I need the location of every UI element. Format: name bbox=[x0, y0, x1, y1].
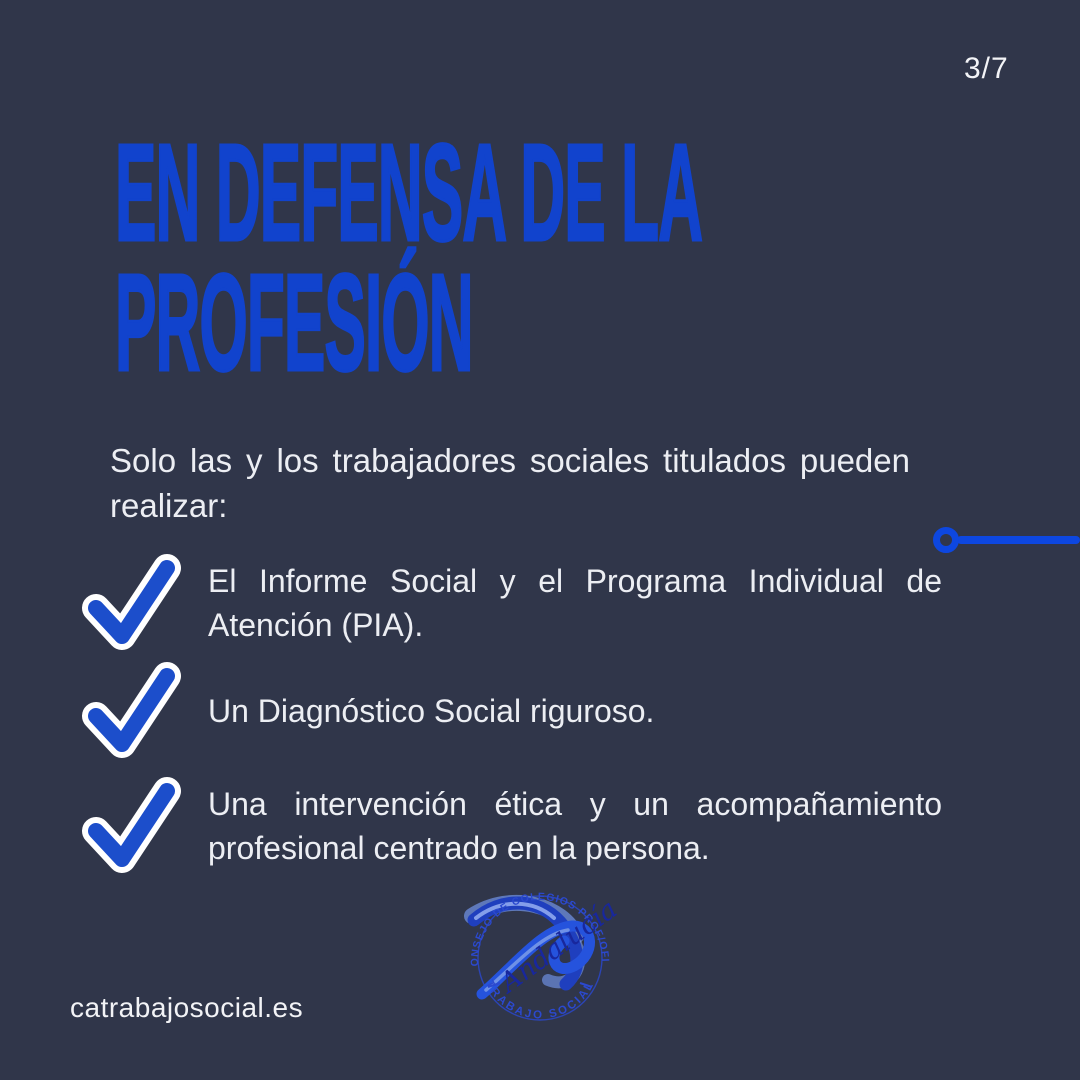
logo-arc-bottom-text: TRABAJO SOCIAL bbox=[483, 979, 595, 1022]
list-item-text: Una intervención ética y un acompañamien… bbox=[208, 786, 942, 866]
page-title-line-2: PROFESIÓN bbox=[114, 246, 474, 400]
logo-arc-dash bbox=[579, 982, 593, 988]
check-icon bbox=[82, 662, 181, 758]
website-link[interactable]: catrabajosocial.es bbox=[70, 992, 304, 1023]
intro-text: Solo las y los trabajadores sociales tit… bbox=[110, 442, 910, 524]
decorative-ring-icon bbox=[933, 527, 959, 553]
list-item: El Informe Social y el Programa Individu… bbox=[80, 552, 944, 654]
check-icon bbox=[82, 554, 181, 650]
page-title-line-1: EN DEFENSA DE LA bbox=[114, 116, 703, 270]
page-indicator: 3/7 bbox=[964, 52, 1009, 85]
list-item: Un Diagnóstico Social riguroso. bbox=[80, 660, 944, 762]
list-item: Una intervención ética y un acompañamien… bbox=[80, 775, 944, 877]
page-title: EN DEFENSA DE LA PROFESIÓN bbox=[114, 116, 1080, 400]
decorative-line bbox=[957, 536, 1080, 544]
logo-circle bbox=[477, 895, 603, 1021]
list-item-text: El Informe Social y el Programa Individu… bbox=[208, 563, 942, 643]
logo-arc-dash bbox=[487, 982, 501, 988]
logo-brush-mark bbox=[464, 894, 595, 1000]
check-icon bbox=[82, 777, 181, 873]
list-item-text: Un Diagnóstico Social riguroso. bbox=[208, 693, 655, 729]
svg-text:TRABAJO SOCIAL: TRABAJO SOCIAL bbox=[483, 979, 597, 1022]
organization-logo: CONSEJO DE COLEGIOS PROF/OFIC. Andalucía… bbox=[452, 870, 623, 1022]
